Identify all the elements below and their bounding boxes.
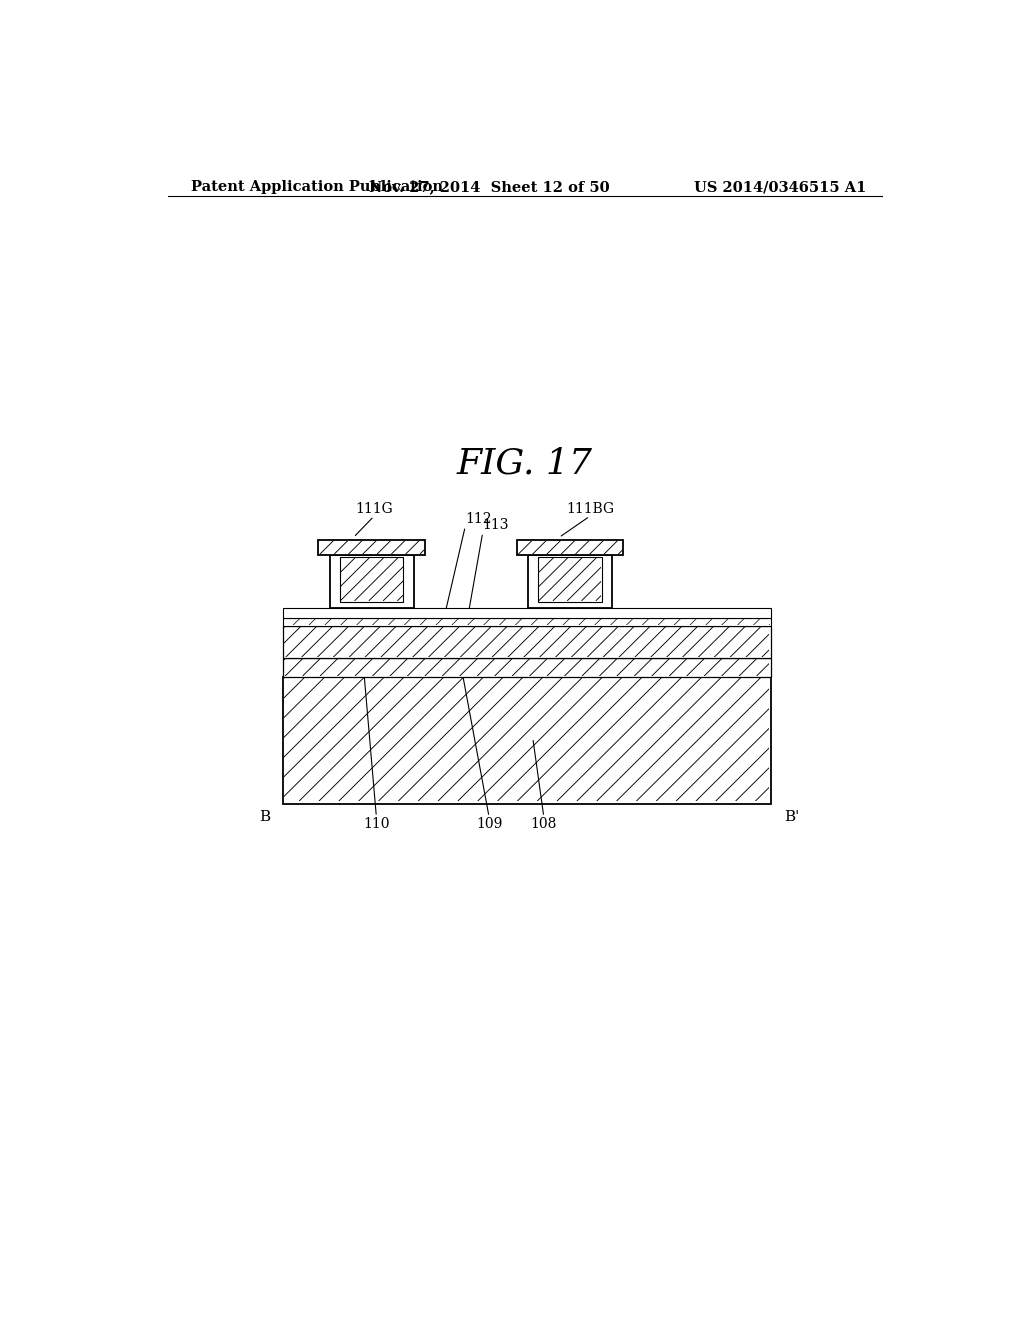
Text: 111BG: 111BG <box>566 502 614 516</box>
Text: 108: 108 <box>530 817 557 832</box>
Text: Patent Application Publication: Patent Application Publication <box>191 181 443 194</box>
Text: B': B' <box>783 810 799 824</box>
Text: B: B <box>259 810 270 824</box>
Polygon shape <box>283 607 771 618</box>
Text: 111G: 111G <box>355 502 393 516</box>
Text: 112: 112 <box>465 512 492 527</box>
Text: US 2014/0346515 A1: US 2014/0346515 A1 <box>693 181 866 194</box>
Polygon shape <box>330 554 414 607</box>
Polygon shape <box>539 557 602 602</box>
Polygon shape <box>283 618 771 626</box>
Polygon shape <box>528 554 612 607</box>
Text: 110: 110 <box>364 817 390 832</box>
Text: 109: 109 <box>476 817 503 832</box>
Text: 113: 113 <box>482 519 509 532</box>
Polygon shape <box>283 626 771 659</box>
Polygon shape <box>283 659 771 677</box>
Polygon shape <box>517 540 624 554</box>
Text: FIG. 17: FIG. 17 <box>457 446 593 480</box>
Polygon shape <box>318 540 425 554</box>
Polygon shape <box>340 557 403 602</box>
Text: Nov. 27, 2014  Sheet 12 of 50: Nov. 27, 2014 Sheet 12 of 50 <box>369 181 609 194</box>
Polygon shape <box>283 677 771 804</box>
